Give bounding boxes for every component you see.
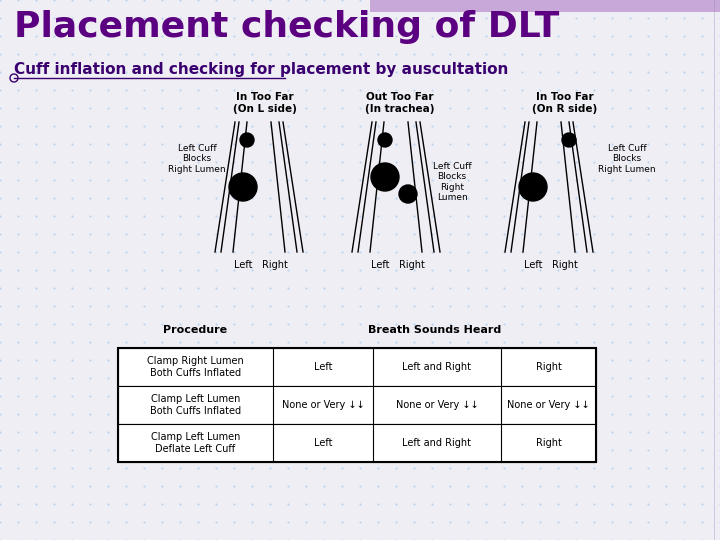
Bar [118, 424, 596, 462]
Text: Left and Right: Left and Right [402, 362, 472, 372]
Text: Left Cuff
Blocks
Right Lumen: Left Cuff Blocks Right Lumen [598, 144, 656, 174]
Text: Clamp Left Lumen
Deflate Left Cuff: Clamp Left Lumen Deflate Left Cuff [150, 432, 240, 454]
Text: Procedure: Procedure [163, 325, 228, 335]
Text: Clamp Right Lumen
Both Cuffs Inflated: Clamp Right Lumen Both Cuffs Inflated [147, 356, 244, 378]
Text: Breath Sounds Heard: Breath Sounds Heard [368, 325, 501, 335]
Text: Left: Left [234, 260, 252, 270]
Text: Placement checking of DLT: Placement checking of DLT [14, 10, 559, 44]
Text: Clamp Left Lumen
Both Cuffs Inflated: Clamp Left Lumen Both Cuffs Inflated [150, 394, 241, 416]
Bar [118, 386, 596, 424]
Circle shape [229, 173, 257, 201]
Text: Right: Right [536, 438, 562, 448]
Text: Left and Right: Left and Right [402, 438, 472, 448]
Text: Left: Left [523, 260, 542, 270]
Text: None or Very ↓↓: None or Very ↓↓ [396, 400, 478, 410]
Text: Left Cuff
Blocks
Right
Lumen: Left Cuff Blocks Right Lumen [433, 162, 472, 202]
Text: Left: Left [371, 260, 390, 270]
Text: Left: Left [314, 362, 332, 372]
Text: None or Very ↓↓: None or Very ↓↓ [507, 400, 590, 410]
Circle shape [240, 133, 254, 147]
Circle shape [562, 133, 576, 147]
Text: Right: Right [262, 260, 288, 270]
Text: In Too Far
(On L side): In Too Far (On L side) [233, 92, 297, 113]
Circle shape [378, 133, 392, 147]
Text: Right: Right [536, 362, 562, 372]
Bar [118, 348, 596, 462]
Text: Right: Right [399, 260, 425, 270]
Bar [370, 0, 720, 12]
Text: In Too Far
(On R side): In Too Far (On R side) [532, 92, 598, 113]
Text: Left Cuff
Blocks
Right Lumen: Left Cuff Blocks Right Lumen [168, 144, 226, 174]
Text: Left: Left [314, 438, 332, 448]
Text: None or Very ↓↓: None or Very ↓↓ [282, 400, 364, 410]
Bar [118, 348, 596, 386]
Circle shape [399, 185, 417, 203]
Text: Cuff inflation and checking for placement by auscultation: Cuff inflation and checking for placemen… [14, 62, 508, 77]
Circle shape [371, 163, 399, 191]
Text: Out Too Far
(In trachea): Out Too Far (In trachea) [365, 92, 435, 113]
Circle shape [519, 173, 547, 201]
Text: Right: Right [552, 260, 578, 270]
